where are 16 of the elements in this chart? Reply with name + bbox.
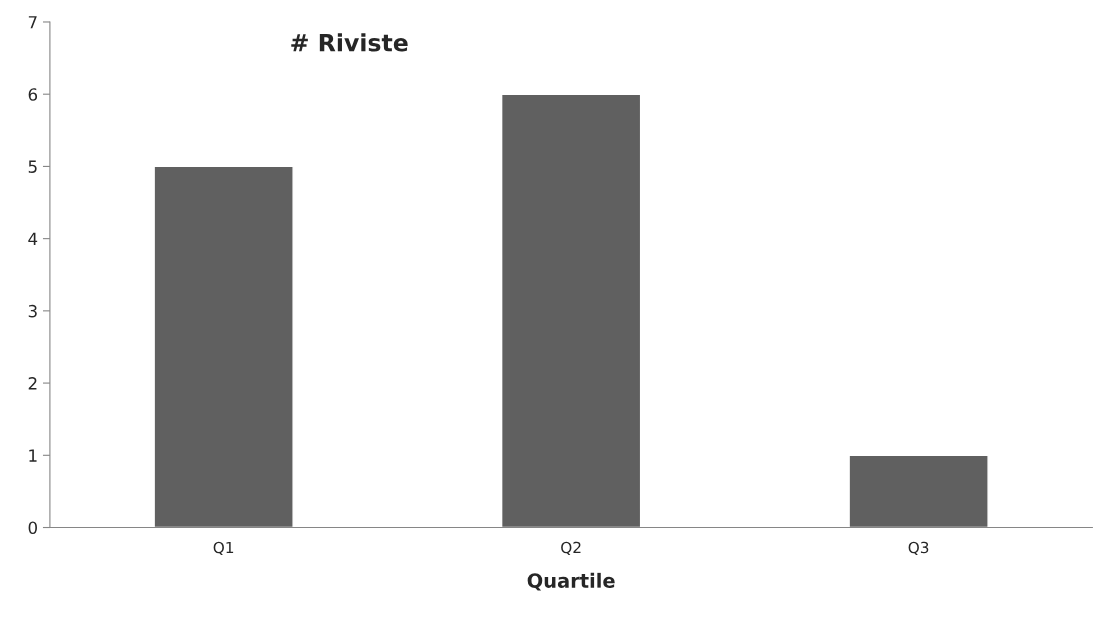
x-tick-label: Q1 (213, 541, 234, 555)
y-tick-label: 6 (28, 88, 38, 101)
y-tick-label: 7 (28, 16, 37, 29)
bar (500, 93, 642, 528)
x-axis-title: Quartile (527, 572, 615, 591)
y-tick-label: 2 (28, 377, 37, 390)
y-tick-label: 5 (28, 160, 37, 173)
y-tick-label: 0 (28, 521, 37, 535)
x-tick-label: Q2 (561, 541, 581, 555)
y-tick-label: 1 (29, 449, 37, 462)
x-tick-label: Q3 (908, 541, 929, 555)
bar (153, 165, 294, 528)
y-tick-label: 3 (28, 304, 37, 318)
chart-title: # Riviste (291, 33, 408, 52)
bar (848, 454, 989, 528)
y-tick-label: 4 (28, 232, 38, 245)
